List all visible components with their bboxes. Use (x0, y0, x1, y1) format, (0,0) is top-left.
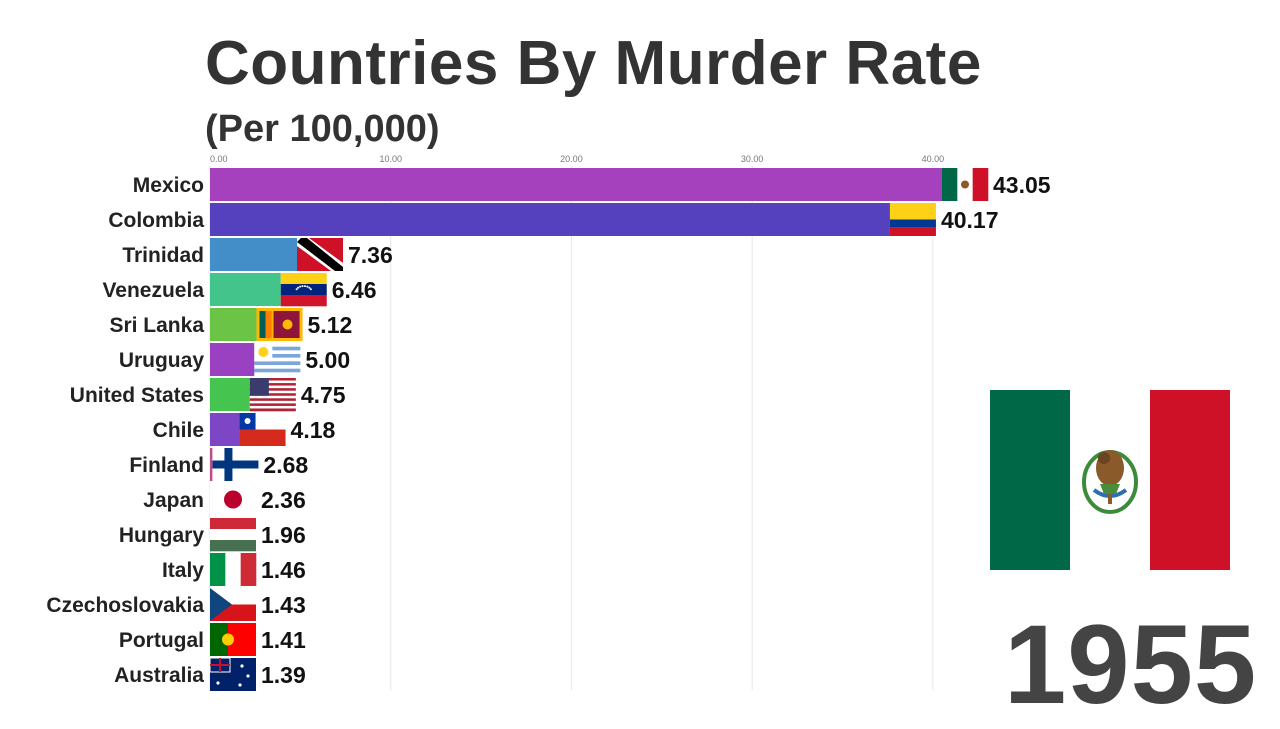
value-label: 7.36 (348, 242, 393, 268)
chart-subtitle: (Per 100,000) (205, 108, 440, 150)
chile-flag-icon (239, 413, 286, 446)
category-label: Finland (129, 454, 204, 477)
category-label: Sri Lanka (109, 314, 204, 337)
mexico-flag-icon (990, 390, 1230, 570)
bar (210, 448, 213, 481)
bar (210, 343, 255, 376)
year-indicator: 1955 (1004, 602, 1258, 727)
australia-flag-icon (209, 657, 256, 691)
portugal-flag-icon (210, 623, 256, 656)
category-label: Czechoslovakia (46, 594, 204, 617)
category-label: United States (70, 384, 204, 407)
x-tick-label: 0.00 (210, 154, 228, 164)
colombia-flag-icon (889, 203, 936, 236)
value-label: 43.05 (993, 172, 1051, 198)
bar (210, 168, 942, 201)
value-label: 4.75 (301, 382, 346, 408)
hungary-flag-icon (210, 518, 256, 552)
venezuela-flag-icon (280, 273, 327, 307)
value-label: 1.96 (261, 522, 306, 548)
value-label: 2.68 (263, 452, 308, 478)
category-label: Japan (143, 489, 204, 512)
value-label: 1.41 (261, 627, 306, 653)
value-label: 6.46 (332, 277, 377, 303)
chart-title: Countries By Murder Rate (205, 29, 982, 98)
united-states-flag-icon (249, 378, 296, 412)
x-tick-label: 20.00 (560, 154, 583, 164)
bar (210, 308, 257, 341)
category-label: Hungary (119, 524, 205, 547)
category-label: Chile (153, 419, 204, 442)
value-label: 4.18 (291, 417, 336, 443)
italy-flag-icon (210, 553, 257, 586)
bar (210, 413, 240, 446)
czechoslovakia-flag-icon (210, 588, 256, 621)
value-label: 1.43 (261, 592, 306, 618)
value-label: 40.17 (941, 207, 999, 233)
value-label: 2.36 (261, 487, 306, 513)
value-label: 5.00 (305, 347, 350, 373)
sri-lanka-flag-icon (256, 308, 303, 341)
japan-flag-icon (210, 483, 256, 516)
trinidad-flag-icon (297, 238, 344, 271)
category-label: Uruguay (119, 349, 205, 372)
category-label: Colombia (108, 209, 204, 232)
category-label: Portugal (119, 629, 204, 652)
bar (210, 273, 281, 306)
category-label: Italy (162, 559, 204, 582)
x-tick-label: 40.00 (922, 154, 945, 164)
category-label: Trinidad (122, 244, 204, 267)
x-tick-label: 10.00 (379, 154, 402, 164)
value-label: 1.39 (261, 662, 306, 688)
bar (210, 378, 250, 411)
value-label: 1.46 (261, 557, 306, 583)
bar (210, 203, 890, 236)
category-label: Australia (114, 664, 204, 687)
finland-flag-icon (212, 448, 259, 481)
mexico-flag-icon (942, 168, 989, 201)
uruguay-flag-icon (254, 343, 301, 377)
category-label: Mexico (133, 174, 204, 197)
value-label: 5.12 (308, 312, 353, 338)
x-tick-label: 30.00 (741, 154, 764, 164)
bar (210, 238, 298, 271)
category-label: Venezuela (102, 279, 204, 302)
